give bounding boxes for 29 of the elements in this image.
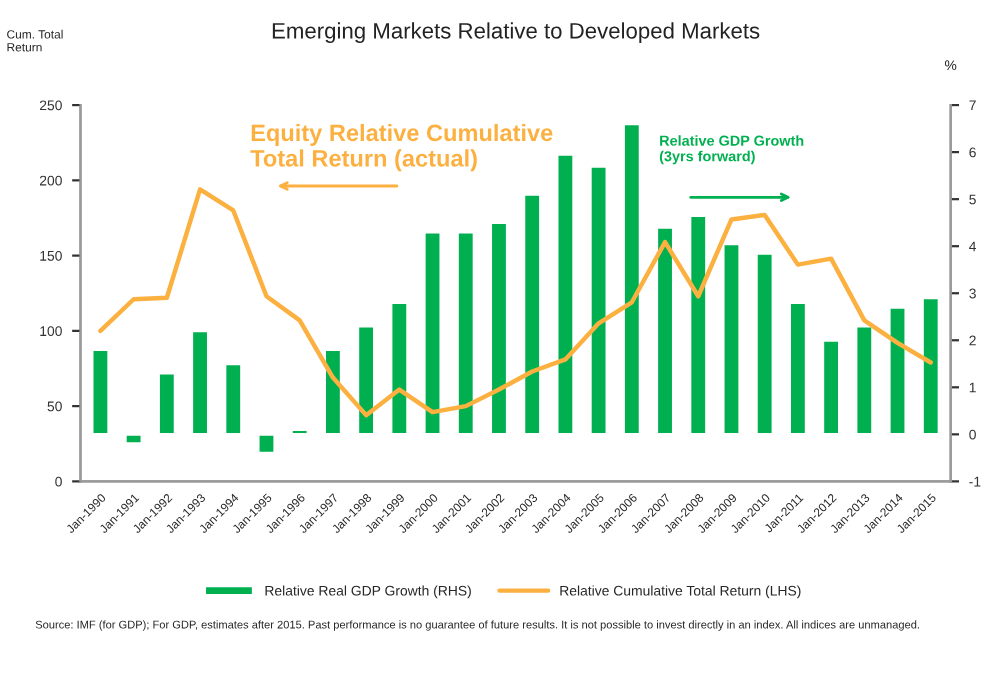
- bar: [157, 371, 177, 436]
- bar: [887, 305, 908, 436]
- bar: [422, 230, 443, 436]
- bar: [223, 362, 243, 436]
- bar: [788, 301, 808, 436]
- bar: [256, 432, 277, 455]
- bar: [688, 214, 708, 436]
- bar: [721, 242, 742, 436]
- line-series: [98, 187, 933, 418]
- bar: [489, 221, 509, 436]
- chart-title: Emerging Markets Relative to Developed Markets: [272, 22, 760, 44]
- bar: [123, 432, 144, 446]
- bar: [289, 428, 310, 436]
- bar: [190, 329, 210, 436]
- bar: [754, 251, 775, 436]
- bar: [622, 122, 642, 436]
- bar: [854, 324, 875, 436]
- bar: [821, 338, 841, 436]
- bar: [655, 225, 675, 436]
- bar: [90, 348, 111, 436]
- bar: [921, 296, 941, 436]
- bar: [389, 301, 410, 436]
- bar: [588, 164, 609, 436]
- bar: [522, 193, 542, 436]
- bar: [555, 153, 576, 436]
- bar: [323, 348, 343, 436]
- bar: [456, 230, 476, 436]
- annotation: Equity Relative Cumulative Total Return (actual): [250, 123, 553, 172]
- bar: [356, 324, 376, 436]
